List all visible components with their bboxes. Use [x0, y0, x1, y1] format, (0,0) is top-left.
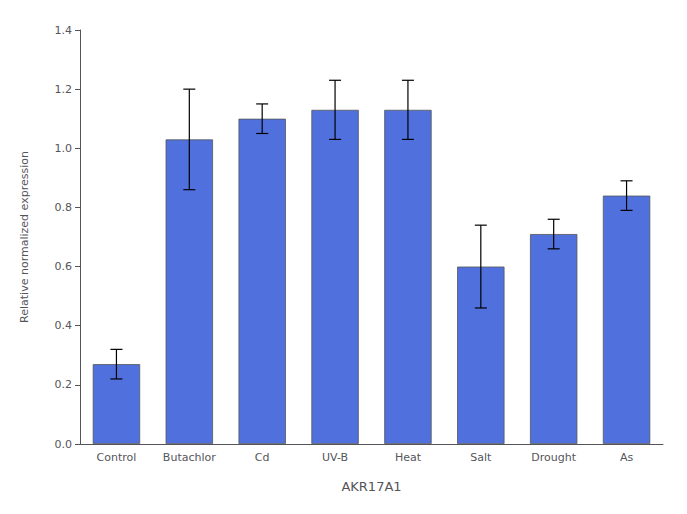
- svg-text:Salt: Salt: [470, 451, 492, 464]
- svg-text:Heat: Heat: [395, 451, 422, 464]
- svg-text:Control: Control: [97, 451, 137, 464]
- svg-text:1.4: 1.4: [55, 24, 73, 37]
- svg-text:UV-B: UV-B: [322, 451, 348, 464]
- svg-text:Relative normalized expression: Relative normalized expression: [18, 151, 31, 323]
- svg-text:Butachlor: Butachlor: [163, 451, 216, 464]
- svg-text:AKR17A1: AKR17A1: [341, 479, 401, 494]
- svg-text:1.0: 1.0: [55, 142, 73, 155]
- svg-text:0.8: 0.8: [55, 201, 73, 214]
- svg-text:0.2: 0.2: [55, 378, 73, 391]
- svg-text:0.4: 0.4: [55, 319, 73, 332]
- svg-text:As: As: [620, 451, 634, 464]
- svg-text:0.6: 0.6: [55, 260, 73, 273]
- svg-text:Cd: Cd: [255, 451, 270, 464]
- svg-text:Drought: Drought: [531, 451, 576, 464]
- svg-text:1.2: 1.2: [55, 83, 73, 96]
- svg-text:0.0: 0.0: [55, 438, 73, 451]
